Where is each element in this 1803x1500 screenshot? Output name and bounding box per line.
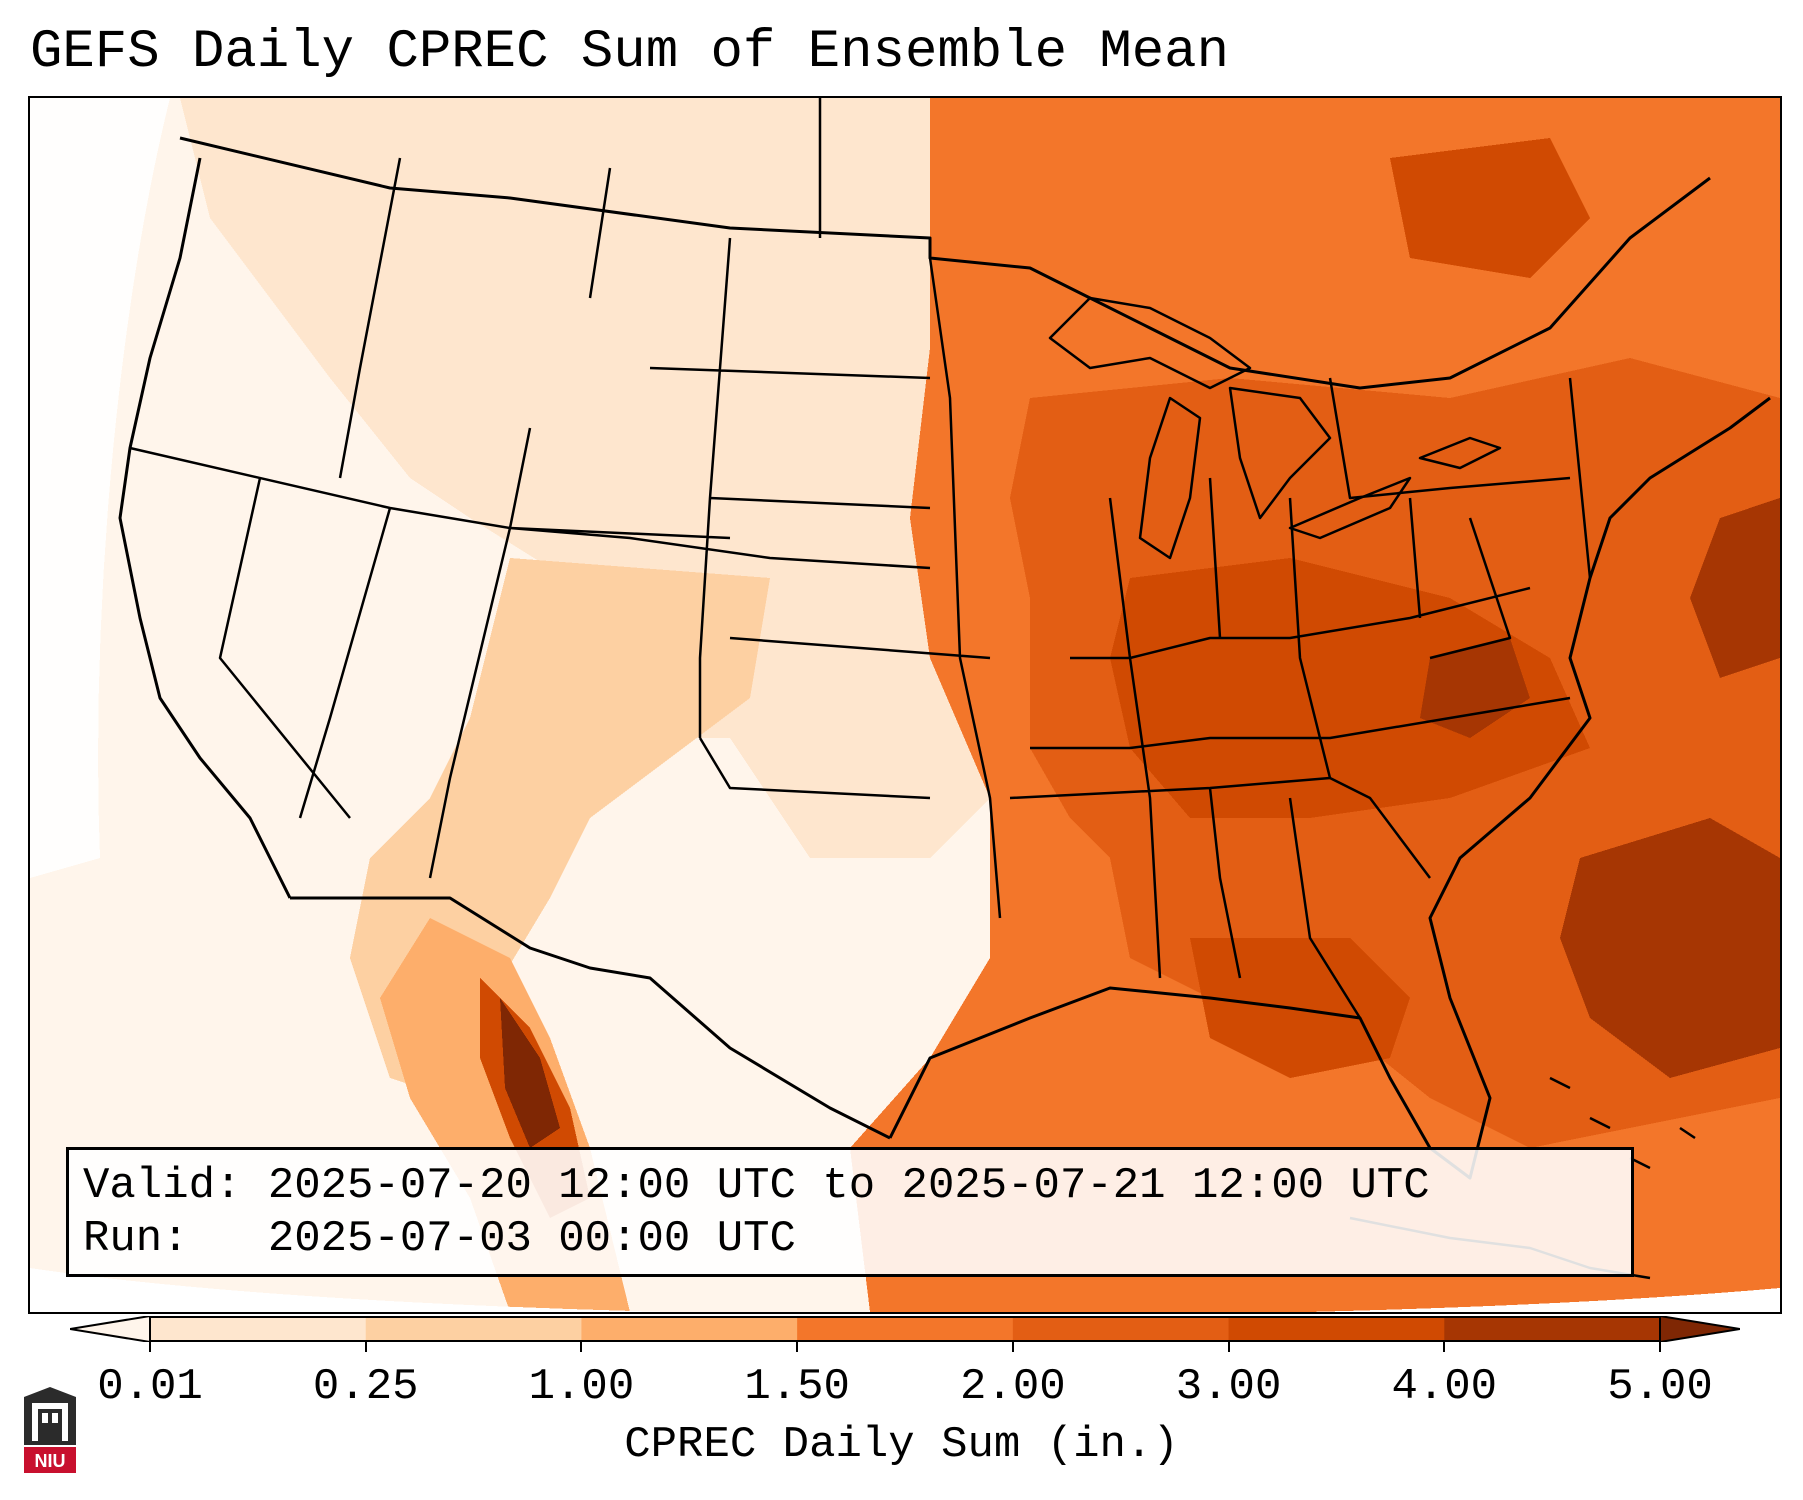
projection-edge-left: [30, 98, 170, 878]
map-canvas: [30, 98, 1780, 1312]
colorbar-label: CPREC Daily Sum (in.): [624, 1420, 1179, 1470]
colorbar-tick-label: 0.01: [97, 1362, 203, 1412]
bahamas-outline: [1549, 1076, 1696, 1170]
lake-erie: [1288, 476, 1412, 540]
colorbar-segment: [581, 1316, 798, 1342]
colorbar-tick-label: 4.00: [1391, 1362, 1498, 1412]
precip-zone-dark-ohio-valley: [1110, 558, 1590, 818]
lake-ontario: [1418, 436, 1502, 470]
colorbar-tick-mark: [1443, 1342, 1446, 1352]
validity-info-box: Valid: 2025-07-20 12:00 UTC to 2025-07-2…: [66, 1147, 1634, 1277]
colorbar-tick-mark: [149, 1342, 151, 1352]
map-title: GEFS Daily CPREC Sum of Ensemble Mean: [30, 22, 1229, 83]
colorbar-segment: [365, 1316, 582, 1342]
lake-superior: [1048, 296, 1252, 390]
valid-time-text: Valid: 2025-07-20 12:00 UTC to 2025-07-2…: [83, 1161, 1430, 1211]
colorbar-segment: [797, 1316, 1014, 1342]
colorbar-tick-label: 2.00: [960, 1362, 1066, 1412]
lake-huron: [1228, 386, 1332, 520]
us-mexico-border: [290, 896, 891, 1140]
colorbar-tick-mark: [1227, 1342, 1230, 1352]
colorbar-extend-high: [1659, 1316, 1740, 1342]
precip-zone-darkest-carolina: [1420, 638, 1530, 738]
colorbar-tick-label: 5.00: [1607, 1362, 1713, 1412]
lake-michigan: [1138, 396, 1202, 560]
colorbar-segment: [1012, 1316, 1230, 1342]
precip-zone-darkest-mexico: [500, 998, 560, 1148]
map-borders: [118, 98, 1771, 1280]
colorbar-tick-mark: [796, 1342, 799, 1352]
run-time-text: Run: 2025-07-03 00:00 UTC: [83, 1214, 796, 1264]
projection-edge-bottom: [30, 1268, 1780, 1312]
colorbar-segment: [1444, 1316, 1661, 1342]
colorbar: [70, 1316, 1740, 1342]
colorbar-segment: [150, 1316, 367, 1342]
precip-zone-very-light-north: [180, 98, 990, 858]
precip-zone-darkest-atlantic: [1560, 818, 1780, 1078]
colorbar-tick-label: 1.50: [744, 1362, 850, 1412]
colorbar-tick-mark: [580, 1342, 583, 1352]
colorbar-outline: [149, 1316, 1661, 1342]
colorbar-tick-label: 1.00: [528, 1362, 635, 1412]
precipitation-map: [28, 96, 1782, 1314]
precip-zone-dark-canada: [1390, 138, 1590, 278]
colorbar-extend-low: [70, 1316, 151, 1342]
us-west-coast: [118, 157, 292, 899]
university-tower-logo-icon: NIU: [24, 1387, 76, 1473]
colorbar-tick-mark: [364, 1342, 367, 1352]
colorbar-tick-label: 3.00: [1175, 1362, 1282, 1412]
logo-text: NIU: [35, 1451, 66, 1471]
precip-zone-darkest-atlantic-north: [1690, 498, 1780, 678]
gulf-coast: [888, 396, 1771, 1180]
colorbar-segment: [1228, 1316, 1445, 1342]
colorbar-tick-mark: [1011, 1342, 1014, 1352]
colorbar-tick-mark: [1659, 1342, 1661, 1352]
colorbar-tick-label: 0.25: [312, 1362, 419, 1412]
